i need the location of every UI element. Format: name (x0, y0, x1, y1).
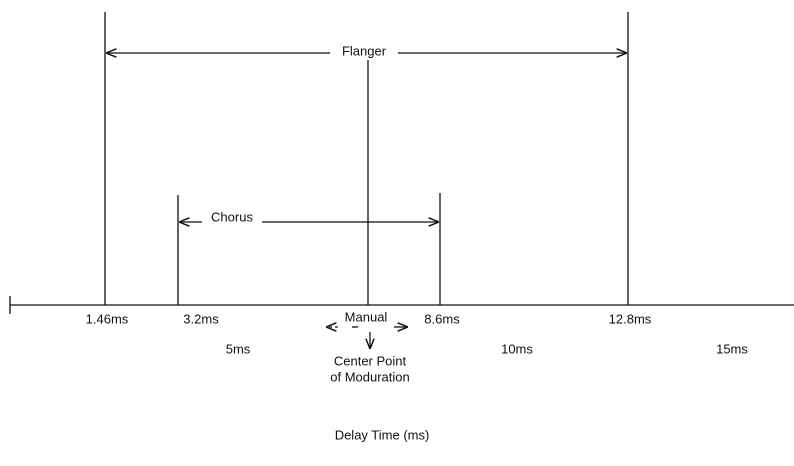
scale-label: 10ms (501, 341, 533, 356)
marker-label: 12.8ms (609, 311, 652, 326)
scale-label: 15ms (716, 341, 748, 356)
scale-label: 5ms (226, 341, 251, 356)
marker-label: 8.6ms (424, 311, 460, 326)
manual-label: Manual (345, 309, 388, 324)
marker-label: 1.46ms (86, 311, 129, 326)
range-label: Chorus (211, 209, 253, 224)
center-note: of Moduration (330, 369, 410, 384)
marker-label: 3.2ms (183, 311, 219, 326)
range-label: Flanger (342, 43, 387, 58)
center-note: Center Point (334, 353, 407, 368)
axis-title: Delay Time (ms) (335, 427, 430, 442)
